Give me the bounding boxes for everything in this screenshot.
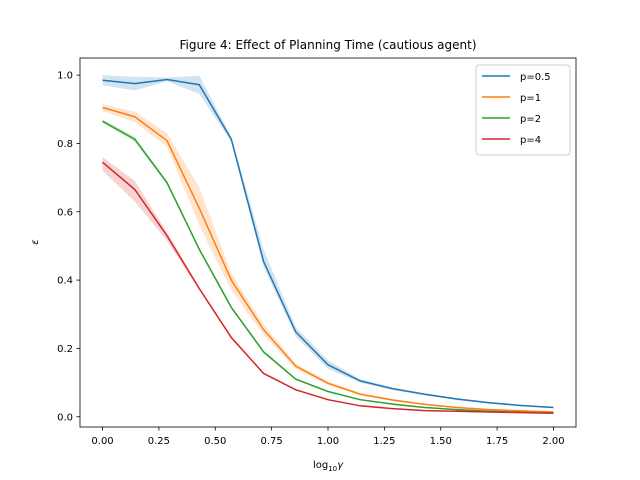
- y-tick-label: 0.8: [57, 139, 73, 150]
- line-series-3: [102, 161, 554, 415]
- line-series-2: [102, 120, 554, 414]
- x-axis-title: log10γ: [313, 460, 344, 473]
- legend-label-3: p=4: [520, 135, 541, 146]
- series-lines: [102, 78, 554, 415]
- legend-label-2: p=2: [520, 114, 541, 125]
- legend-label-0: p=0.5: [520, 72, 551, 83]
- x-tick-label: 0.25: [148, 436, 170, 447]
- line-series-1: [102, 106, 554, 413]
- y-tick-label: 1.0: [57, 71, 73, 82]
- x-axis: 0.00 0.25 0.50 0.75 1.00 1.25 1.50 1.75 2.00: [91, 427, 565, 447]
- chart-title: Figure 4: Effect of Planning Time (cauti…: [180, 38, 477, 52]
- y-axis: 0.0 0.2 0.4 0.6 0.8 1.0: [57, 71, 80, 423]
- x-tick-label: 1.50: [430, 436, 452, 447]
- x-tick-label: 0.75: [261, 436, 283, 447]
- y-tick-label: 0.2: [57, 344, 73, 355]
- legend-label-1: p=1: [520, 93, 541, 104]
- y-tick-label: 0.6: [57, 207, 73, 218]
- legend: p=0.5 p=1 p=2 p=4: [475, 64, 571, 156]
- x-tick-label: 1.25: [373, 436, 395, 447]
- line-series-0: [102, 78, 554, 409]
- band-series-3: [102, 157, 554, 414]
- x-tick-label: 0.50: [204, 436, 226, 447]
- x-tick-label: 1.00: [317, 436, 339, 447]
- band-series-2: [102, 119, 554, 414]
- legend-box: [475, 64, 571, 156]
- y-axis-title: ε: [30, 239, 41, 245]
- y-tick-label: 0.0: [57, 412, 73, 423]
- x-tick-label: 0.00: [91, 436, 113, 447]
- x-tick-label: 1.75: [486, 436, 508, 447]
- y-tick-label: 0.4: [57, 276, 73, 287]
- x-tick-label: 2.00: [542, 436, 564, 447]
